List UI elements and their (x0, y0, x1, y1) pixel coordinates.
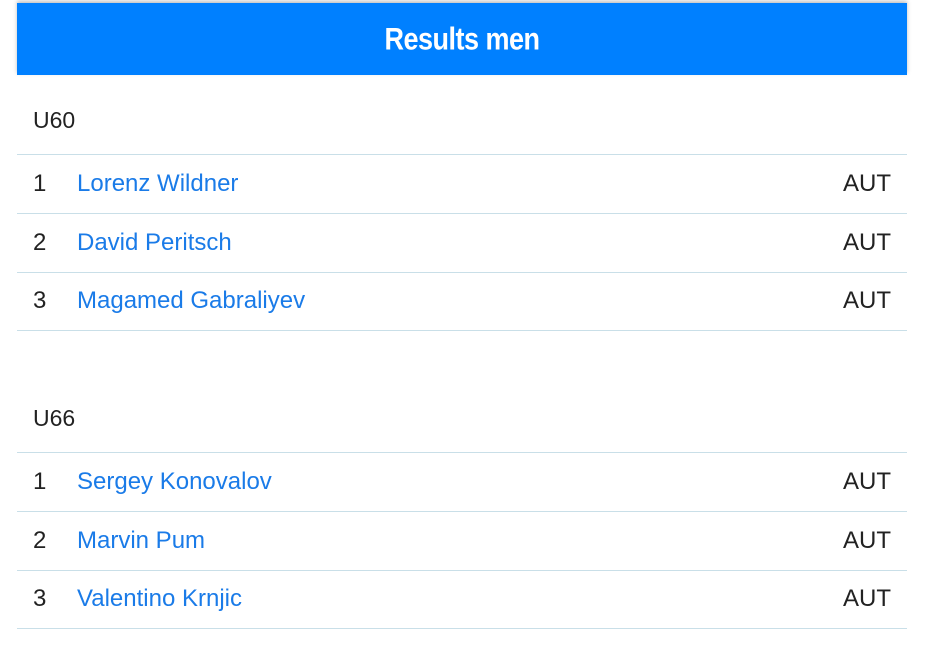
category-label: U66 (33, 405, 76, 431)
category-label: U60 (33, 107, 76, 133)
result-row: 1 Sergey Konovalov AUT (17, 453, 907, 512)
country: AUT (843, 228, 891, 256)
country: AUT (843, 468, 891, 495)
athlete-link[interactable]: Magamed Gabraliyev (77, 287, 306, 315)
header: Results men (17, 3, 907, 75)
rank: 2 (33, 228, 47, 256)
country: AUT (843, 585, 891, 613)
rank: 3 (33, 287, 47, 315)
rank: 2 (33, 526, 47, 554)
athlete-link[interactable]: Marvin Pum (77, 526, 206, 554)
rank: 1 (33, 468, 47, 495)
country: AUT (843, 170, 891, 197)
result-row: 1 Lorenz Wildner AUT (17, 155, 907, 214)
result-row: 3 Valentino Krnjic AUT (17, 570, 907, 630)
athlete-link[interactable]: Sergey Konovalov (77, 468, 272, 495)
athlete-link[interactable]: David Peritsch (77, 228, 232, 256)
country: AUT (843, 287, 891, 315)
rank: 1 (33, 170, 47, 197)
divider (17, 154, 907, 155)
divider (17, 452, 907, 453)
header-title: Results men (384, 21, 540, 56)
athlete-link[interactable]: Valentino Krnjic (77, 585, 242, 613)
result-row: 2 David Peritsch AUT (17, 214, 907, 273)
rank: 3 (33, 585, 47, 613)
result-row: 2 Marvin Pum AUT (17, 512, 907, 571)
athlete-link[interactable]: Lorenz Wildner (77, 170, 239, 197)
result-row: 3 Magamed Gabraliyev AUT (17, 272, 907, 332)
country: AUT (843, 526, 891, 554)
